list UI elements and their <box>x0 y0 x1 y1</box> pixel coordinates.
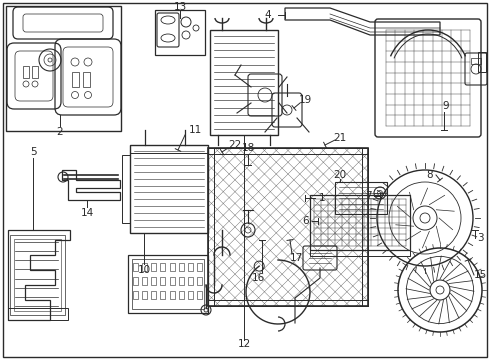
Bar <box>72 72 79 87</box>
Bar <box>335 182 387 214</box>
Bar <box>210 30 278 135</box>
Bar <box>188 277 193 285</box>
Bar <box>179 263 184 271</box>
Bar <box>208 148 368 154</box>
Bar <box>362 148 368 306</box>
Bar <box>83 72 90 87</box>
Bar <box>160 291 166 299</box>
Text: 9: 9 <box>442 101 449 111</box>
Bar <box>133 263 138 271</box>
Bar <box>310 250 410 256</box>
Bar <box>130 145 208 153</box>
Text: 5: 5 <box>30 147 36 157</box>
Text: 8: 8 <box>427 170 433 180</box>
Bar <box>151 277 156 285</box>
Bar <box>208 300 368 306</box>
Text: 17: 17 <box>290 253 303 263</box>
Bar <box>151 263 156 271</box>
Text: 3: 3 <box>477 233 483 243</box>
Text: 21: 21 <box>333 133 346 143</box>
Text: 4: 4 <box>265 10 271 20</box>
Bar <box>155 10 205 55</box>
Bar <box>133 291 138 299</box>
Bar <box>197 277 202 285</box>
Text: 7: 7 <box>365 191 371 201</box>
Text: 6: 6 <box>303 216 309 226</box>
Bar <box>142 277 147 285</box>
Bar <box>130 145 208 233</box>
Bar <box>32 66 38 78</box>
Bar <box>142 263 147 271</box>
Bar <box>170 263 174 271</box>
Bar <box>10 235 65 315</box>
Text: 2: 2 <box>57 127 63 137</box>
Bar <box>14 239 61 311</box>
Bar <box>197 263 202 271</box>
Bar <box>208 148 368 306</box>
Text: 1: 1 <box>318 193 325 203</box>
Bar <box>8 308 68 320</box>
Bar <box>208 148 214 306</box>
Bar <box>179 277 184 285</box>
Bar <box>151 291 156 299</box>
Bar <box>170 277 174 285</box>
Bar <box>160 277 166 285</box>
Bar <box>23 66 29 78</box>
Bar <box>170 291 174 299</box>
Bar <box>478 52 486 72</box>
Text: 16: 16 <box>251 273 265 283</box>
Bar <box>179 291 184 299</box>
Bar <box>133 277 138 285</box>
Bar <box>142 291 147 299</box>
Text: 22: 22 <box>228 140 242 150</box>
Text: 20: 20 <box>333 170 346 180</box>
Bar <box>188 263 193 271</box>
Bar <box>310 195 410 250</box>
Text: 14: 14 <box>80 208 94 218</box>
Text: 10: 10 <box>137 265 150 275</box>
Text: 18: 18 <box>242 143 255 153</box>
Bar <box>197 291 202 299</box>
Bar <box>160 263 166 271</box>
Bar <box>122 155 130 223</box>
Bar <box>6 6 121 131</box>
Text: 12: 12 <box>237 339 250 349</box>
Bar <box>188 291 193 299</box>
Text: 11: 11 <box>188 125 201 135</box>
Bar <box>471 58 481 64</box>
Bar <box>128 255 208 313</box>
Text: 15: 15 <box>473 270 487 280</box>
Bar <box>132 259 204 309</box>
Text: 13: 13 <box>173 2 187 12</box>
Text: 19: 19 <box>298 95 312 105</box>
